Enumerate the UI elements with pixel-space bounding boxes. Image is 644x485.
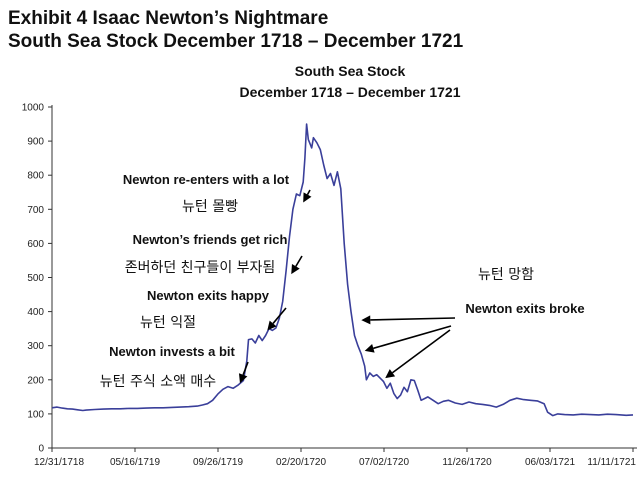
annotation-exits-happy: Newton exits happy (147, 288, 270, 303)
y-tick-label: 1000 (22, 103, 45, 114)
exhibit-subtitle: South Sea Stock December 1718 – December… (8, 31, 464, 52)
x-tick-label: 12/31/1718 (34, 457, 84, 468)
annotation-exits-broke: Newton exits broke (465, 301, 584, 316)
arrow-shaft (295, 255, 303, 267)
annotation-re-enters-korean: 뉴턴 몰빵 (182, 199, 238, 215)
annotation-invests-korean: 뉴턴 주식 소액 매수 (100, 374, 217, 390)
y-tick-label: 0 (38, 444, 44, 455)
arrow-head (291, 264, 300, 275)
arrow-shaft (306, 189, 311, 195)
arrow-shaft (370, 317, 456, 321)
y-tick-label: 400 (27, 307, 44, 318)
annotation-friends: Newton’s friends get rich (133, 232, 288, 247)
annotation-invests: Newton invests a bit (109, 344, 235, 359)
x-tick-label: 02/20/1720 (276, 457, 326, 468)
annotation-exits-broke-korean: 뉴턴 망함 (478, 267, 534, 283)
x-tick-label: 09/26/1719 (193, 457, 243, 468)
annotation-exits-happy-korean: 뉴턴 익절 (140, 315, 196, 331)
arrow-head (303, 192, 312, 203)
y-tick-label: 700 (27, 205, 44, 216)
chart-subtitle: December 1718 – December 1721 (239, 84, 460, 100)
y-tick-label: 300 (27, 341, 44, 352)
arrow-head (361, 315, 371, 325)
arrow-shaft (391, 329, 451, 374)
annotation-arrows (238, 189, 456, 384)
tick-labels: 0 100 200 300 400 500 600 700 800 900 1000 12/31/17… (22, 103, 637, 469)
exhibit-title: Exhibit 4 Isaac Newton’s Nightmare (8, 8, 329, 29)
x-tick-label: 07/02/1720 (359, 457, 409, 468)
annotation-re-enters: Newton re-enters with a lot (123, 172, 290, 187)
y-tick-label: 100 (27, 409, 44, 420)
arrow-shaft (242, 361, 249, 376)
arrow-head (238, 373, 248, 384)
y-tick-label: 600 (27, 239, 44, 250)
y-tick-label: 500 (27, 273, 44, 284)
annotation-friends-korean: 존버하던 친구들이 부자됨 (125, 260, 276, 276)
axes (48, 105, 637, 452)
chart-title: South Sea Stock (295, 63, 406, 79)
price-line (51, 123, 634, 417)
series-layer (51, 123, 634, 417)
x-tick-label: 05/16/1719 (110, 457, 160, 468)
y-tick-label: 800 (27, 171, 44, 182)
arrow-shaft (373, 325, 452, 350)
arrow-shaft (272, 307, 287, 324)
y-tick-label: 200 (27, 375, 44, 386)
annotation-labels: Newton invests a bit 뉴턴 주식 소액 매수 Newton ex… (100, 172, 585, 390)
y-tick-label: 900 (27, 137, 44, 148)
x-tick-label: 06/03/1721 (525, 457, 575, 468)
x-tick-label: 11/26/1720 (442, 457, 492, 468)
arrow-head (267, 320, 277, 331)
x-tick-label: 11/11/1721 (587, 457, 636, 468)
arrow-head (385, 369, 396, 379)
arrow-head (364, 344, 375, 353)
